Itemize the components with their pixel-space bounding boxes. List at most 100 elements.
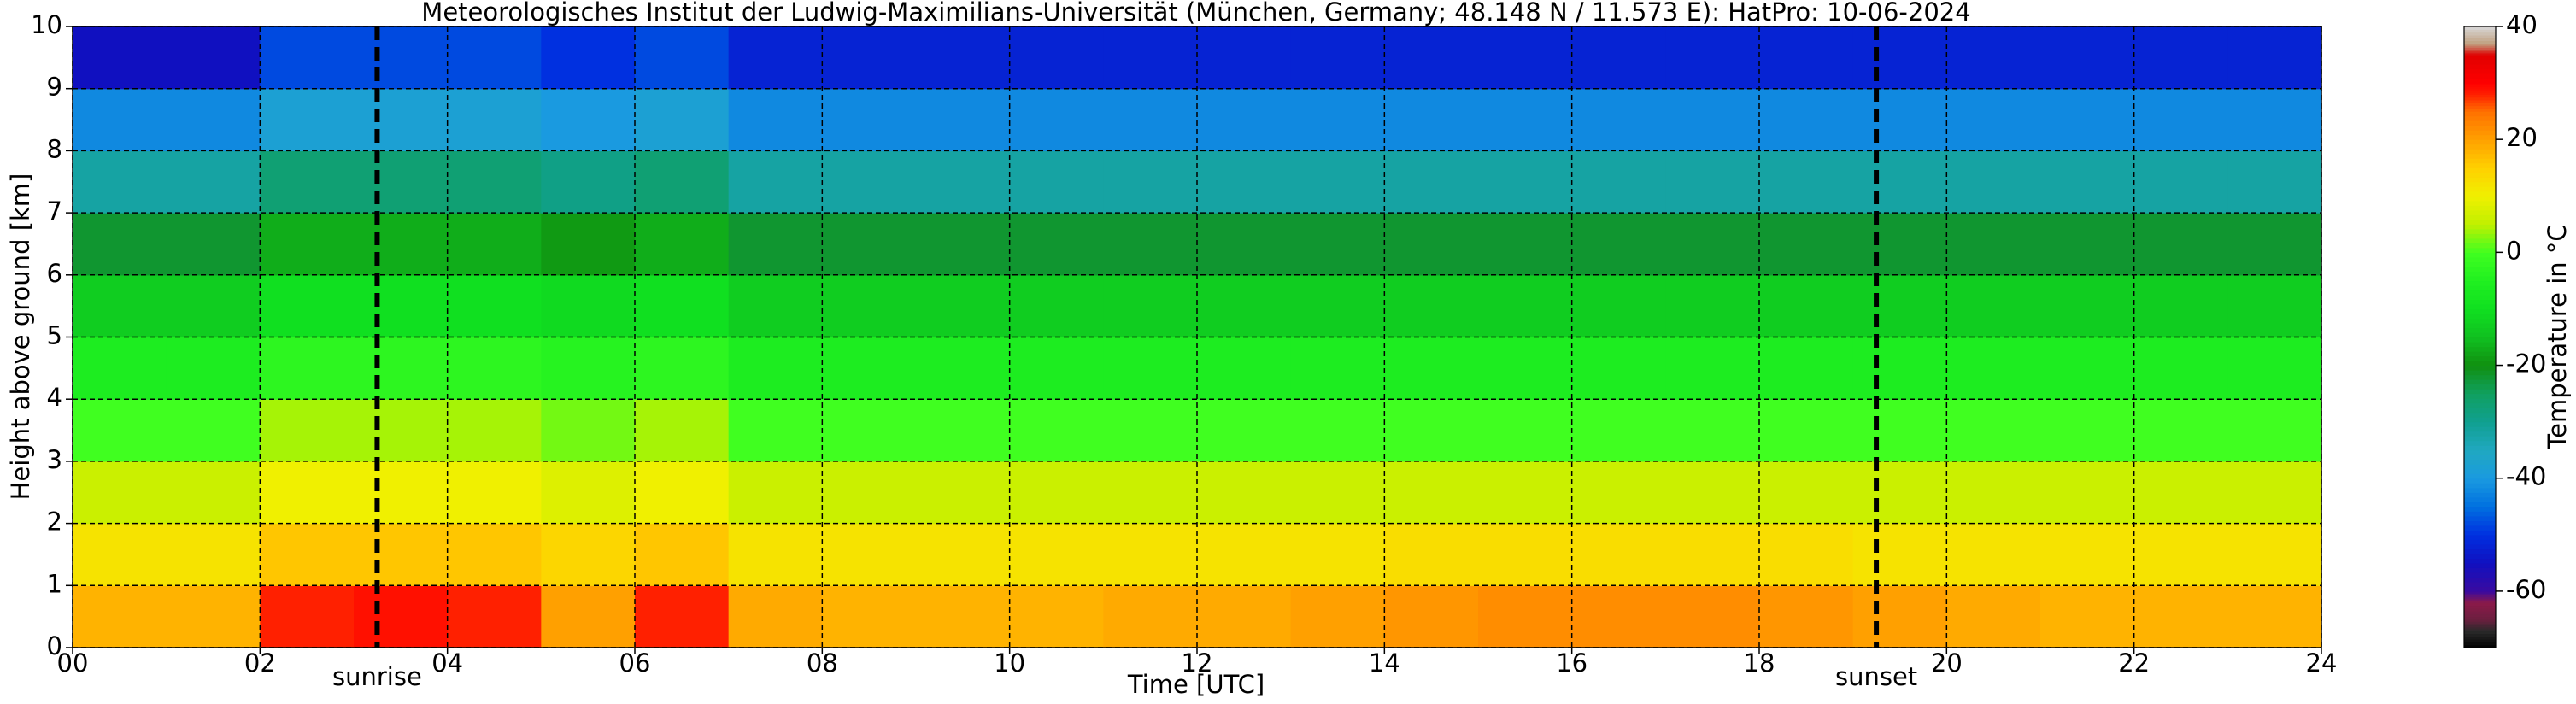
y-tick-label: 8 <box>47 134 62 163</box>
colorbar-tick-label: 0 <box>2506 236 2521 265</box>
colorbar-segment <box>2464 602 2496 607</box>
heatmap-cell <box>916 213 1011 276</box>
heatmap-cell <box>1852 26 1947 90</box>
heatmap-cell <box>1384 461 1479 525</box>
heatmap-cell <box>822 213 917 276</box>
colorbar-segment <box>2464 308 2496 314</box>
heatmap-cell <box>1759 585 1854 648</box>
colorbar-segment <box>2464 605 2496 609</box>
colorbar-segment <box>2464 525 2496 531</box>
colorbar-segment <box>2464 370 2496 376</box>
heatmap-cell <box>1290 26 1385 90</box>
heatmap-cell <box>2133 26 2228 90</box>
colorbar-segment <box>2464 97 2496 101</box>
heatmap-cell <box>1009 399 1104 462</box>
colorbar-segment <box>2464 252 2496 258</box>
colorbar-segment <box>2464 85 2496 88</box>
heatmap-cell <box>2227 213 2322 276</box>
colorbar-segment <box>2464 402 2496 408</box>
heatmap-cell <box>728 150 823 214</box>
heatmap-cell <box>166 88 261 151</box>
colorbar-segment <box>2464 40 2496 44</box>
heatmap-cell <box>728 585 823 648</box>
colorbar-segment <box>2464 92 2496 95</box>
chart-title: Meteorologisches Institut der Ludwig-Max… <box>421 0 1970 26</box>
heatmap-cell <box>1009 274 1104 338</box>
heatmap-cell <box>73 585 167 648</box>
event-label: sunset <box>1835 662 1917 691</box>
heatmap-cell <box>541 337 636 400</box>
colorbar-segment <box>2464 43 2496 46</box>
heatmap-cell <box>2227 461 2322 525</box>
colorbar-segment <box>2464 511 2496 517</box>
colorbar-segment <box>2464 103 2496 107</box>
colorbar-segment <box>2464 285 2496 291</box>
colorbar-segment <box>2464 426 2496 432</box>
heatmap-cell <box>1759 461 1854 525</box>
heatmap-cell <box>1665 88 1760 151</box>
heatmap-cell <box>1946 399 2041 462</box>
heatmap-cell <box>1852 523 1947 586</box>
colorbar-segment <box>2464 440 2496 446</box>
heatmap-cell <box>260 213 355 276</box>
heatmap-cell <box>1571 150 1666 214</box>
heatmap-cell <box>1103 461 1198 525</box>
heatmap-cell <box>1290 88 1385 151</box>
colorbar-segment <box>2464 421 2496 427</box>
heatmap-cell <box>822 150 917 214</box>
x-tick-label: 16 <box>1556 648 1587 678</box>
heatmap-cell <box>1571 399 1666 462</box>
heatmap-cell <box>1384 274 1479 338</box>
heatmap-cell <box>354 150 449 214</box>
heatmap-cell <box>1103 26 1198 90</box>
colorbar-segment <box>2464 205 2496 211</box>
colorbar-segment <box>2464 224 2496 230</box>
colorbar-segment <box>2464 346 2496 352</box>
x-tick-label: 18 <box>1744 648 1775 678</box>
colorbar-segment <box>2464 86 2496 90</box>
heatmap-cell <box>447 213 542 276</box>
colorbar-segment <box>2464 445 2496 451</box>
colorbar-segment <box>2464 389 2496 395</box>
colorbar-segment <box>2464 228 2496 234</box>
heatmap-cell <box>916 274 1011 338</box>
heatmap-cell <box>541 585 636 648</box>
colorbar-segment <box>2464 120 2496 126</box>
colorbar-tick-label: 40 <box>2506 10 2538 39</box>
heatmap-cell <box>728 523 823 586</box>
heatmap-cell <box>1852 461 1947 525</box>
heatmap-cell <box>541 461 636 525</box>
heatmap-cell <box>1103 523 1198 586</box>
colorbar-segment <box>2464 108 2496 112</box>
colorbar-segment <box>2464 586 2496 592</box>
colorbar-segment <box>2464 464 2496 470</box>
colorbar-segment <box>2464 492 2496 498</box>
heatmap-cell <box>2040 461 2135 525</box>
colorbar-segment <box>2464 125 2496 131</box>
colorbar-segment <box>2464 238 2496 243</box>
heatmap-cell <box>1852 88 1947 151</box>
heatmap-cell <box>1946 213 2041 276</box>
heatmap-cell <box>73 523 167 586</box>
colorbar-segment <box>2464 52 2496 56</box>
heatmap-cell <box>916 461 1011 525</box>
heatmap-cell <box>2133 150 2228 214</box>
heatmap-cell <box>1759 150 1854 214</box>
colorbar-segment <box>2464 502 2496 507</box>
colorbar-segment <box>2464 105 2496 109</box>
heatmap-cell <box>1852 337 1947 400</box>
heatmap-cell <box>2227 88 2322 151</box>
colorbar-segment <box>2464 73 2496 79</box>
colorbar-segment <box>2464 487 2496 493</box>
colorbar-segment <box>2464 379 2496 385</box>
heatmap-cell <box>447 274 542 338</box>
colorbar-segment <box>2464 621 2496 624</box>
colorbar-segment <box>2464 299 2496 305</box>
colorbar-segment <box>2464 45 2496 48</box>
colorbar-segment <box>2464 115 2496 121</box>
heatmap-cell <box>1103 274 1198 338</box>
heatmap-cell <box>541 150 636 214</box>
heatmap-cell <box>635 88 730 151</box>
heatmap-cell <box>822 26 917 90</box>
